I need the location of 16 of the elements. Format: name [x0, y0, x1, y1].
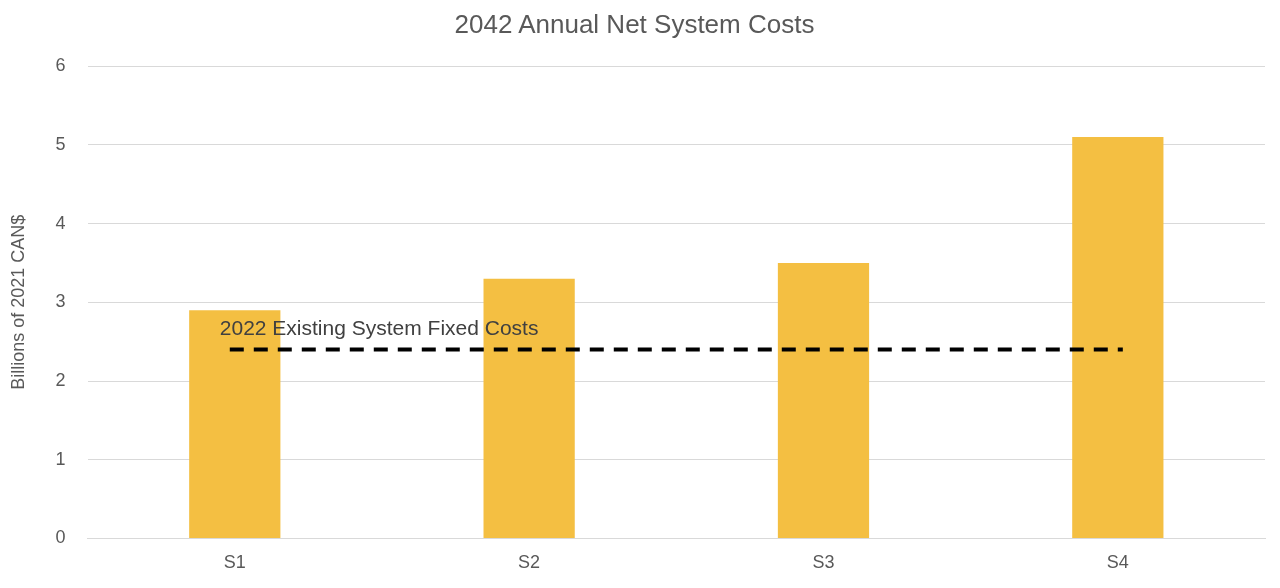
bar [1072, 137, 1164, 538]
x-tick-label: S1 [223, 552, 246, 573]
x-tick-label: S3 [812, 552, 835, 573]
y-tick-label: 5 [55, 133, 66, 154]
y-tick-label: 1 [55, 448, 66, 469]
x-tick-label: S4 [1106, 552, 1129, 573]
bar [777, 262, 870, 538]
x-tick-label: S2 [518, 552, 541, 573]
y-axis-title: Billions of 2021 CAN$ [7, 214, 28, 390]
bar [483, 278, 575, 538]
y-tick-label: 3 [55, 291, 66, 312]
y-tick-label: 6 [55, 55, 66, 76]
y-tick-label: 2 [55, 369, 66, 390]
y-tick-label: 0 [55, 527, 66, 548]
chart-title: 2042 Annual Net System Costs [454, 8, 815, 39]
y-tick-label: 4 [55, 212, 66, 233]
